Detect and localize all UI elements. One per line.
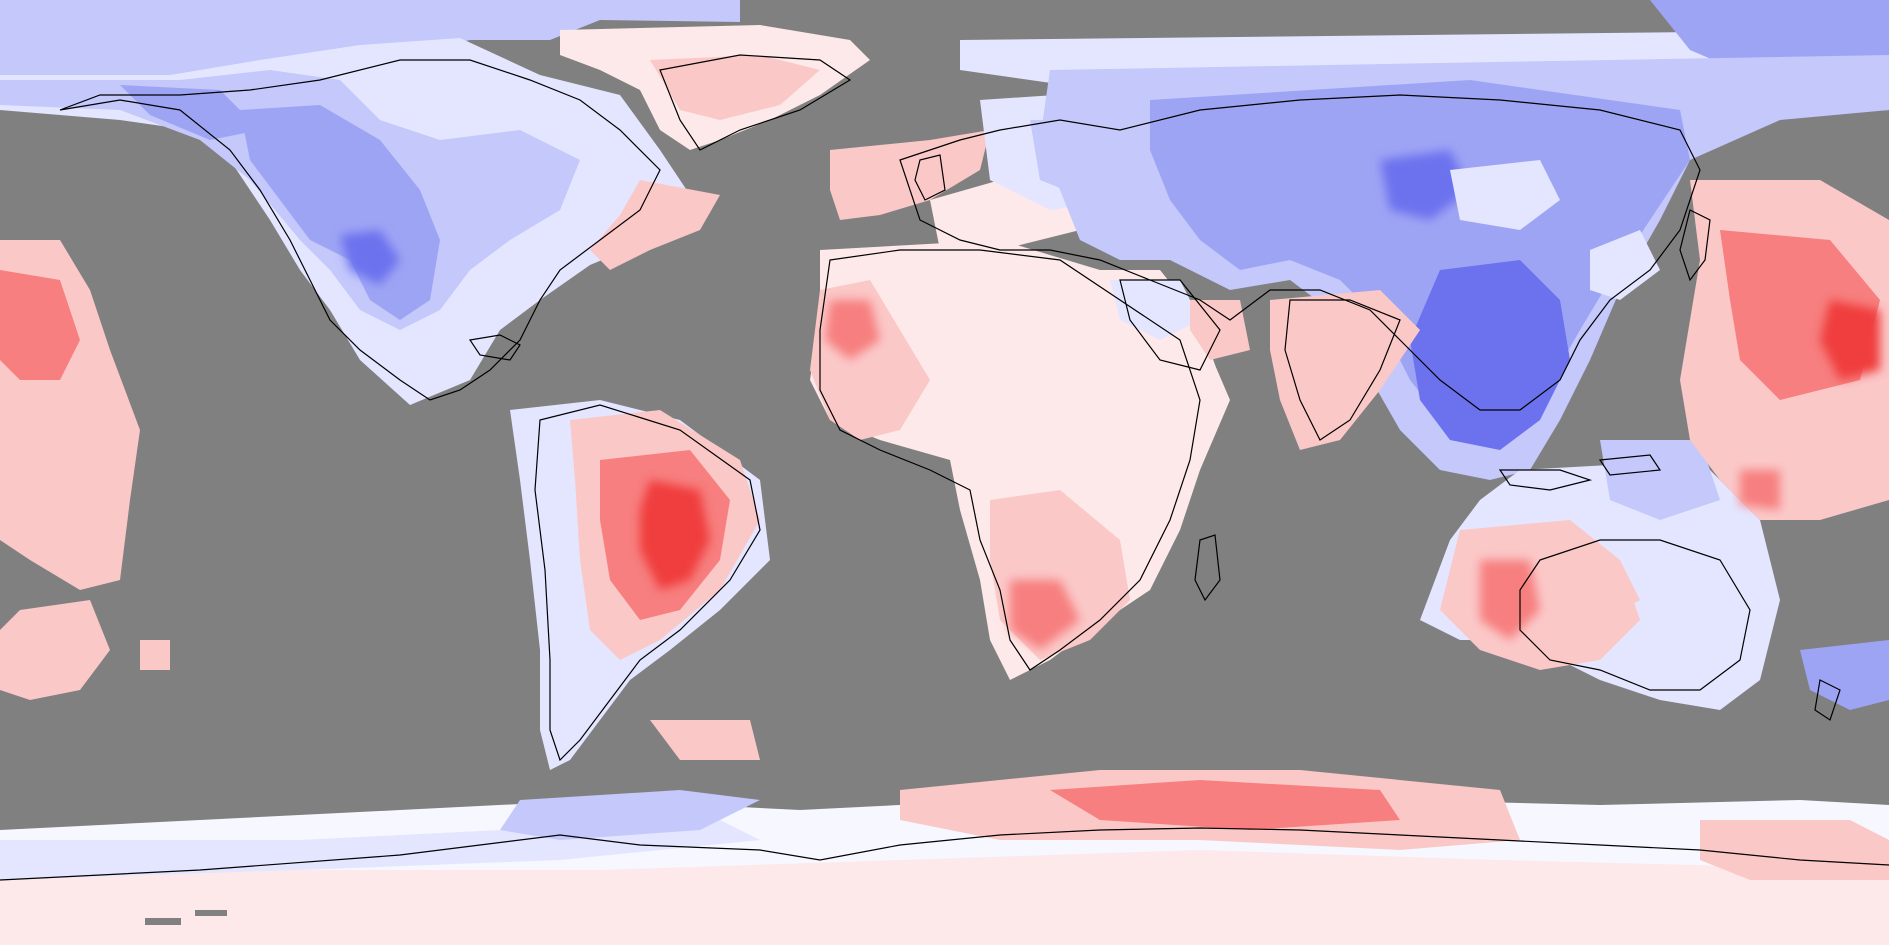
africa-region bbox=[810, 240, 1250, 680]
asia-region bbox=[1040, 55, 1889, 480]
pacific-warm-region bbox=[1680, 180, 1889, 520]
mask-chip-1 bbox=[145, 918, 181, 925]
south-america-region bbox=[510, 400, 770, 770]
coastlines bbox=[0, 54, 1889, 881]
north-america-region bbox=[0, 38, 700, 405]
east-pacific-region bbox=[0, 240, 170, 700]
greenland-region bbox=[560, 25, 870, 270]
mask-chip-2 bbox=[195, 910, 227, 916]
australia-region bbox=[1420, 440, 1889, 710]
antarctica-region bbox=[0, 770, 1889, 945]
